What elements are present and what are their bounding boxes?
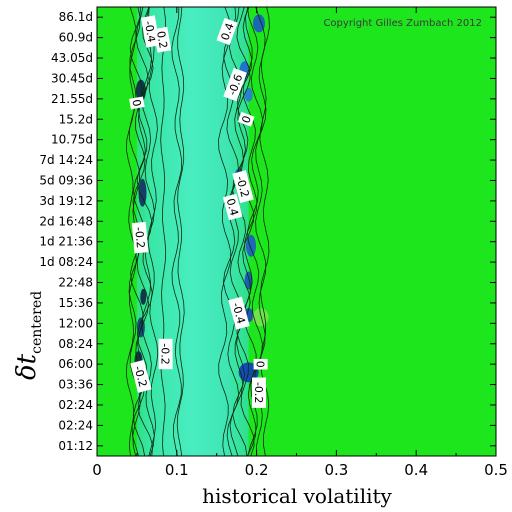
contour-label: -0.2 — [232, 170, 254, 204]
contour-blob — [252, 308, 269, 327]
contour-line — [160, 6, 167, 457]
contour-label-bg — [158, 338, 173, 370]
y-tick-label: 08:24 — [58, 337, 93, 351]
y-tick-label: 7d 14:24 — [39, 153, 93, 167]
y-tick-label: 22:48 — [58, 276, 93, 290]
x-tick-label: 0.1 — [165, 461, 189, 479]
y-tick-label: 02:24 — [58, 418, 93, 432]
contour-label: 0.4 — [216, 17, 238, 46]
y-tick-label: 21.55d — [51, 92, 93, 106]
contour-label-bg — [222, 193, 243, 221]
contour-label-text: 0.4 — [218, 21, 236, 42]
contour-label-text: -0.2 — [159, 343, 172, 364]
contour-line — [171, 6, 183, 457]
y-tick-label: 2d 16:48 — [39, 214, 93, 228]
contour-line — [236, 6, 255, 457]
y-tick-label: 12:00 — [58, 316, 93, 330]
contour-label-text: 0 — [239, 114, 254, 125]
y-tick-label: 1d 21:36 — [39, 235, 93, 249]
contour-label-bg — [130, 359, 152, 393]
y-axis-title-main: δt — [12, 353, 42, 380]
contour-label-bg — [131, 221, 149, 254]
contour-label-bg — [140, 15, 161, 48]
contour-line — [125, 6, 137, 457]
y-tick-label: 15.2d — [59, 112, 93, 126]
contour-line — [218, 6, 232, 457]
contour-label-bg — [223, 67, 247, 102]
x-tick-label: 0 — [92, 461, 102, 479]
contour-label-text: -0.2 — [233, 175, 251, 199]
contour-label-text: 0 — [254, 361, 267, 368]
x-tick-label: 0.5 — [484, 461, 508, 479]
contour-label-text: 0.2 — [154, 30, 170, 49]
plot-area — [97, 7, 496, 456]
contour-blob — [135, 79, 146, 102]
contour-blob — [244, 87, 253, 102]
contour-label-bg — [237, 111, 255, 127]
y-tick-label: 60.9d — [59, 31, 93, 45]
contour-label-bg — [216, 17, 238, 46]
contour-blob — [140, 288, 147, 305]
y-axis-title-sub: centered — [29, 291, 45, 354]
contour-label: 0.4 — [222, 193, 243, 221]
contour-line — [176, 6, 185, 457]
y-tick-label: 03:36 — [58, 378, 93, 392]
contour-label-text: -0.4 — [142, 20, 159, 43]
contour-labels: -0.40.2 0.4-0.600-0.20.4-0.2-0.4-0.2-0.20… — [129, 15, 268, 408]
svg-text:δtcentered: δtcentered — [12, 291, 45, 380]
contour-label-bg — [153, 26, 172, 53]
copyright-text: Copyright Gilles Zumbach 2012 — [323, 18, 482, 29]
contour-label: -0.4 — [140, 15, 161, 48]
contour-label-text: -0.2 — [252, 382, 265, 403]
x-tick-label: 0.4 — [404, 461, 428, 479]
contour-label: -0.4 — [228, 296, 250, 330]
contour-label-text: -0.4 — [229, 301, 247, 325]
contour-line — [247, 6, 264, 457]
y-tick-label: 1d 08:24 — [39, 255, 93, 269]
y-tick-label: 43.05d — [51, 51, 93, 65]
contour-label-bg — [129, 96, 145, 110]
contour-label: -0.2 — [158, 338, 173, 370]
y-tick-label: 02:24 — [58, 398, 93, 412]
contour-label: 0 — [129, 96, 145, 110]
y-tick-label: 30.45d — [51, 71, 93, 85]
axes: 86.1d 60.9d 43.05d 30.45d 21.55d 15.2d 10.75d 7… — [39, 6, 508, 479]
y-tick-label: 01:12 — [58, 439, 93, 453]
contour-label-text: 0 — [129, 98, 143, 107]
y-tick-label: 10.75d — [51, 133, 93, 147]
contour-blob — [244, 271, 253, 290]
contour-line — [147, 6, 159, 457]
x-axis-title: historical volatility — [202, 484, 392, 508]
contour-label: 0 — [237, 111, 255, 127]
contour-label-bg — [232, 170, 254, 204]
x-tick-label: 0.3 — [324, 461, 348, 479]
contour-line — [232, 6, 251, 457]
y-tick-label: 3d 19:12 — [39, 194, 93, 208]
contour-label-bg — [252, 377, 266, 408]
contour-label: -0.2 — [130, 359, 152, 393]
contour-label-bg — [228, 296, 250, 330]
y-tick-label: 5d 09:36 — [39, 173, 93, 187]
contour-label-text: 0.4 — [224, 197, 241, 217]
contour-label-text: -0.2 — [132, 226, 147, 249]
y-tick-label: 86.1d — [59, 10, 93, 24]
contour-label: 0 — [253, 358, 268, 370]
contour-blob — [138, 178, 147, 207]
contour-label: -0.2 — [252, 377, 266, 408]
contour-label: -0.2 — [131, 221, 149, 254]
contour-blob — [252, 14, 265, 33]
contour-label-bg — [253, 358, 268, 370]
y-axis-title: δtcentered — [12, 291, 45, 380]
x-tick-label: 0.2 — [245, 461, 269, 479]
contour-label-text: -0.2 — [131, 364, 149, 388]
y-tick-label: 06:00 — [58, 357, 93, 371]
contour-label: 0.2 — [153, 26, 172, 53]
y-tick-label: 15:36 — [58, 296, 93, 310]
